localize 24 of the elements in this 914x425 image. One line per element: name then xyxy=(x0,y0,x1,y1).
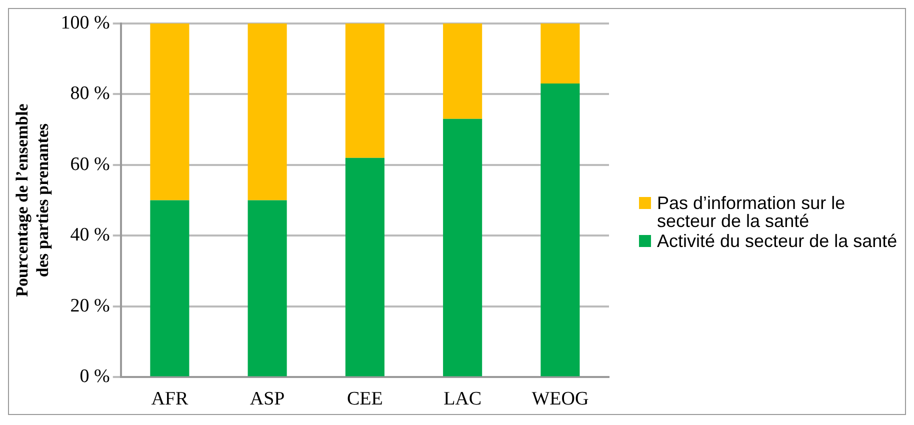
bar xyxy=(150,23,190,200)
y-tick-label: 40 % xyxy=(70,224,110,246)
y-tick-label: 80 % xyxy=(70,83,110,104)
x-tick-label: WEOG xyxy=(532,388,589,410)
bar xyxy=(443,118,482,376)
legend-label: Activité du secteur de la santé xyxy=(657,231,898,251)
x-tick-label: ASP xyxy=(250,388,285,410)
bar xyxy=(540,84,580,376)
bar xyxy=(345,23,384,158)
bar xyxy=(248,200,287,376)
y-tick-label: 100 % xyxy=(60,12,110,34)
bar xyxy=(248,23,287,200)
y-tick-label: 20 % xyxy=(70,295,110,316)
x-tick-label: LAC xyxy=(444,388,482,410)
bar xyxy=(540,23,580,84)
x-tick-label: CEE xyxy=(346,388,383,410)
x-tick-label: AFR xyxy=(151,388,188,410)
bar xyxy=(443,23,482,119)
bar xyxy=(150,200,190,376)
y-tick-label: 0 % xyxy=(80,366,110,388)
bar xyxy=(345,158,384,376)
y-tick-label: 60 % xyxy=(70,154,110,175)
y-axis-title: Pourcentage de l’ensemble des parties prenantes xyxy=(12,103,52,297)
legend-label: Pas d’information sur le secteur de la santé xyxy=(657,193,846,231)
